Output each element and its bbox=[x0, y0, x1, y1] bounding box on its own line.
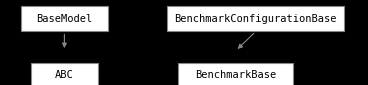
Text: BenchmarkConfigurationBase: BenchmarkConfigurationBase bbox=[174, 14, 337, 24]
Text: BaseModel: BaseModel bbox=[36, 14, 92, 24]
FancyBboxPatch shape bbox=[167, 6, 344, 31]
Text: ABC: ABC bbox=[55, 70, 74, 80]
FancyBboxPatch shape bbox=[31, 63, 98, 85]
FancyBboxPatch shape bbox=[21, 6, 107, 31]
FancyBboxPatch shape bbox=[178, 63, 293, 85]
Text: BenchmarkBase: BenchmarkBase bbox=[195, 70, 276, 80]
